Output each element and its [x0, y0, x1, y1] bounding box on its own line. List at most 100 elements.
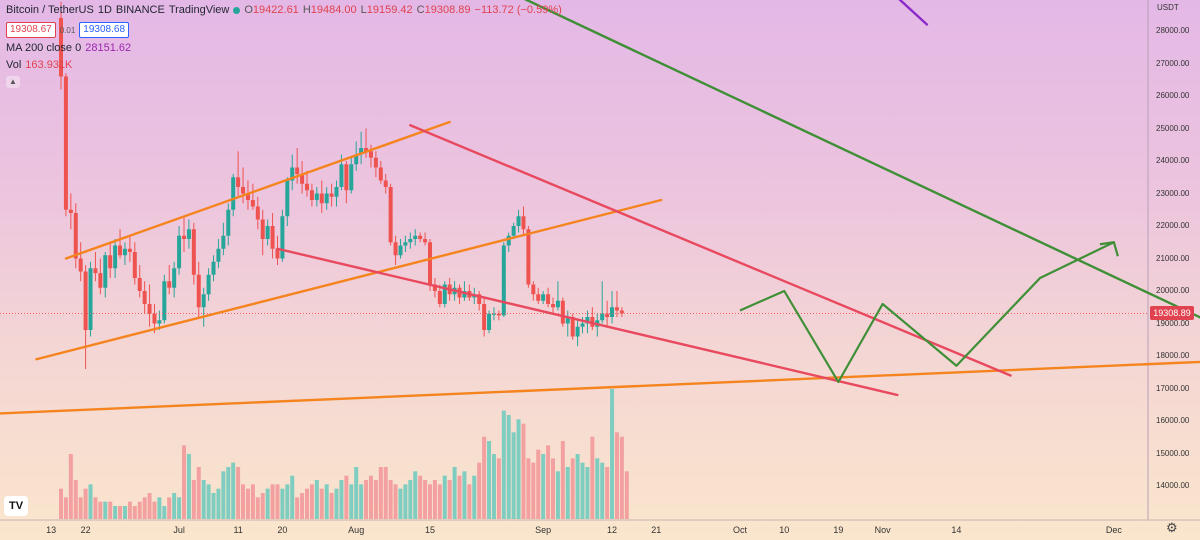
- date-tick: 21: [651, 525, 662, 535]
- volume-bar: [511, 432, 516, 519]
- volume-bar: [619, 436, 624, 519]
- volume-bar: [245, 488, 250, 519]
- candle-body: [88, 268, 93, 330]
- sell-price-box[interactable]: 19308.67: [6, 22, 56, 38]
- volume-bar: [418, 475, 423, 519]
- trend-line: [898, 0, 929, 26]
- candle-body: [226, 209, 231, 236]
- chevron-up-icon[interactable]: ▲: [6, 76, 20, 88]
- candle-body: [300, 174, 305, 184]
- candle-body: [314, 193, 319, 200]
- candle-body: [428, 242, 432, 285]
- candle-body: [398, 245, 403, 256]
- date-tick: 13: [46, 525, 57, 535]
- volume-bar: [590, 436, 595, 519]
- bid-ask-row: 19308.67 0.01 19308.68: [6, 22, 130, 38]
- volume-bar: [595, 458, 600, 519]
- date-tick: 15: [424, 525, 436, 535]
- candle-body: [605, 313, 610, 317]
- volume-bar: [521, 423, 526, 519]
- volume-bar: [83, 488, 88, 519]
- volume-bar: [334, 488, 339, 519]
- price-tick: 25000.00: [1156, 123, 1190, 133]
- volume-bar: [428, 484, 432, 519]
- trend-line: [64, 120, 451, 260]
- volume-bar: [496, 458, 501, 519]
- volume-bar: [226, 467, 231, 519]
- volume-indicator-row[interactable]: Vol 163.931K: [6, 59, 72, 71]
- volume-bar: [600, 462, 605, 519]
- candle-body: [619, 310, 624, 314]
- volume-bar: [551, 458, 555, 519]
- market-status-icon: [233, 6, 241, 14]
- ma-value: 28151.62: [85, 42, 132, 54]
- candle-body: [364, 148, 369, 152]
- volume-bar: [329, 493, 334, 519]
- interval-label[interactable]: 1D: [97, 4, 112, 16]
- volume-bar: [408, 480, 413, 519]
- candle-body: [206, 274, 211, 295]
- volume-bar: [300, 493, 305, 519]
- volume-bar: [526, 458, 531, 519]
- volume-bar: [93, 497, 98, 519]
- volume-bar: [462, 471, 467, 519]
- trend-line: [0, 360, 1200, 415]
- candle-body: [482, 304, 487, 330]
- gear-icon[interactable]: ⚙: [1166, 520, 1178, 535]
- volume-bar: [575, 454, 580, 519]
- volume-bar: [560, 441, 565, 519]
- candle-body: [137, 278, 142, 291]
- volume-bar: [186, 454, 191, 519]
- volume-bar: [216, 488, 221, 519]
- candle-body: [250, 200, 255, 207]
- candle-body: [536, 294, 541, 301]
- volume-bar: [324, 484, 329, 519]
- tradingview-logo-icon[interactable]: TV: [4, 496, 28, 516]
- candle-body: [319, 193, 324, 204]
- volume-bar: [260, 493, 265, 519]
- candle-body: [59, 18, 63, 77]
- candle-body: [383, 180, 388, 187]
- volume-bar: [73, 480, 78, 519]
- volume-bar: [122, 506, 127, 519]
- date-tick: 10: [779, 525, 790, 535]
- ohlc-high: H19484.00: [302, 4, 357, 16]
- volume-bar: [482, 436, 487, 519]
- candle-body: [118, 245, 123, 256]
- volume-bar: [113, 506, 118, 519]
- ma-indicator-row[interactable]: MA 200 close 0 28151.62: [6, 42, 131, 54]
- date-tick: 19: [833, 525, 844, 535]
- candle-body: [68, 209, 73, 213]
- candle-body: [614, 307, 619, 311]
- volume-bar: [319, 488, 324, 519]
- volume-bar: [354, 467, 359, 519]
- volume-bar: [157, 497, 162, 519]
- volume-bar: [265, 488, 270, 519]
- volume-bar: [270, 484, 275, 519]
- candle-body: [142, 291, 147, 304]
- candle-body: [423, 239, 428, 243]
- volume-bar: [447, 480, 452, 519]
- volume-bar: [280, 488, 285, 519]
- buy-price-box[interactable]: 19308.68: [79, 22, 130, 38]
- candle-body: [511, 226, 516, 236]
- volume-bar: [610, 389, 615, 519]
- trend-line: [409, 124, 1012, 377]
- candle-body: [393, 242, 398, 256]
- axis-unit[interactable]: USDT: [1157, 3, 1179, 12]
- volume-bar: [103, 501, 108, 519]
- candle-body: [255, 206, 260, 220]
- volume-bar: [88, 484, 93, 519]
- volume-bar: [108, 501, 113, 519]
- volume-bar: [614, 432, 619, 519]
- price-tick: 23000.00: [1156, 188, 1190, 198]
- candle-body: [309, 190, 314, 200]
- candle-body: [501, 245, 506, 316]
- candle-body: [585, 317, 590, 324]
- volume-bar: [177, 497, 182, 519]
- vol-value: 163.931K: [25, 59, 73, 71]
- symbol-label[interactable]: Bitcoin / TetherUS: [6, 4, 94, 16]
- date-tick: 14: [951, 525, 962, 535]
